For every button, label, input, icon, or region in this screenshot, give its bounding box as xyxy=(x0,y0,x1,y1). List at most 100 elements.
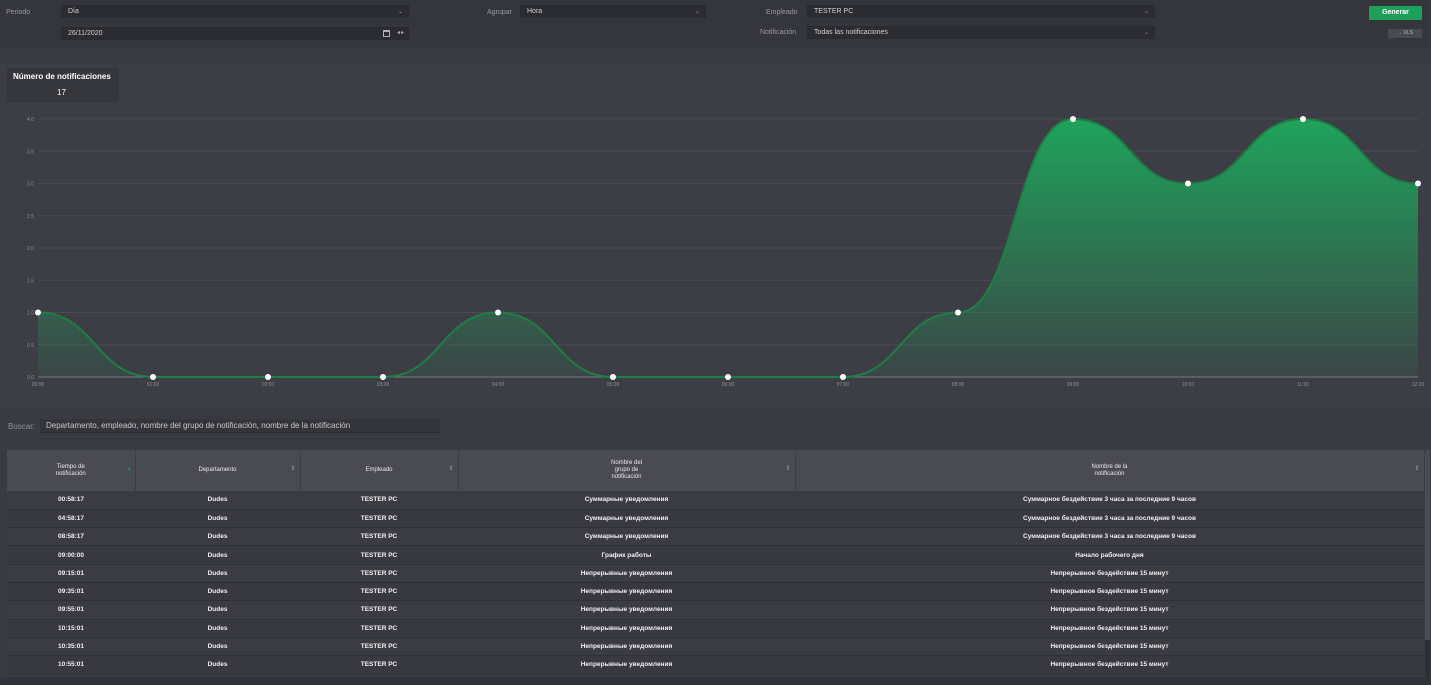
table-row[interactable]: 09:15:01 Dudes TESTER PC Непрерывные уведом… xyxy=(7,564,1424,583)
cell-notificacion: Суммарное бездействие 3 часа за последни… xyxy=(795,491,1424,510)
calendar-icon[interactable] xyxy=(383,30,390,37)
table-row[interactable]: 08:58:17 Dudes TESTER PC Суммарные уведомле… xyxy=(7,527,1424,547)
notificacion-select[interactable]: Todas las notificaciones ⌄ xyxy=(807,26,1155,39)
header-empleado[interactable]: Empleado ⇕ xyxy=(300,450,459,491)
cell-empleado: TESTER PC xyxy=(300,527,458,547)
data-point[interactable] xyxy=(840,374,846,380)
header-label: Nombre del grupo de notificación xyxy=(610,460,642,480)
cell-tiempo: 04:58:17 xyxy=(7,509,135,529)
cell-departamento: Dudes xyxy=(135,655,300,675)
cell-tiempo: 09:00:00 xyxy=(7,545,135,565)
chart-line xyxy=(37,117,1419,378)
header-departamento[interactable]: Departamento ⇕ xyxy=(135,450,301,491)
cell-grupo: Суммарные уведомления xyxy=(458,491,795,510)
table-row[interactable]: 09:00:00 Dudes TESTER PC График работы Начал… xyxy=(7,545,1424,565)
data-point[interactable] xyxy=(380,374,386,380)
periodo-value: Día xyxy=(68,8,79,15)
table-row[interactable]: 09:55:01 Dudes TESTER PC Непрерывные уведом… xyxy=(7,600,1424,620)
cell-notificacion: Непрерывное бездействие 15 минут xyxy=(795,600,1424,620)
sort-icon[interactable]: ⇕ xyxy=(290,466,296,472)
cell-notificacion: Непрерывное бездействие 15 минут xyxy=(795,619,1424,638)
cell-departamento: Dudes xyxy=(135,545,300,565)
cell-grupo: Непрерывные уведомления xyxy=(458,637,795,657)
table-row[interactable]: 04:58:17 Dudes TESTER PC Суммарные уведомле… xyxy=(7,509,1424,529)
cell-empleado: TESTER PC xyxy=(300,637,458,657)
date-nav-arrows-icon[interactable]: ◂▸ xyxy=(396,30,405,36)
data-point[interactable] xyxy=(1070,116,1076,122)
header-notificacion[interactable]: Nombre de la notificación ⇕ xyxy=(795,450,1425,491)
data-point[interactable] xyxy=(495,309,501,316)
cell-grupo: График работы xyxy=(458,545,795,565)
x-tick-label: 06:00 xyxy=(722,382,735,388)
data-point[interactable] xyxy=(1185,180,1191,187)
empleado-select[interactable]: TESTER PC ⌄ xyxy=(807,5,1155,18)
table-row[interactable]: 09:35:01 Dudes TESTER PC Непрерывные уведом… xyxy=(7,582,1424,602)
cell-empleado: TESTER PC xyxy=(300,655,458,675)
cell-departamento: Dudes xyxy=(135,564,300,583)
header-label: Tiempo de notificación xyxy=(55,463,86,477)
header-tiempo[interactable]: Tiempo de notificación ▴ xyxy=(7,450,136,491)
table-row[interactable]: 10:35:01 Dudes TESTER PC Непрерывные уведом… xyxy=(7,637,1424,657)
search-input[interactable] xyxy=(40,419,440,433)
cell-departamento: Dudes xyxy=(135,509,300,529)
cell-departamento: Dudes xyxy=(135,582,300,602)
table-row[interactable]: 10:55:01 Dudes TESTER PC Непрерывные уведом… xyxy=(7,655,1424,675)
cell-tiempo: 09:15:01 xyxy=(7,564,135,583)
data-point[interactable] xyxy=(955,309,961,316)
header-label: Departamento xyxy=(198,467,237,473)
sort-icon[interactable]: ⇕ xyxy=(448,466,454,472)
header-grupo[interactable]: Nombre del grupo de notificación ⇕ xyxy=(458,450,796,491)
data-point[interactable] xyxy=(610,374,616,380)
x-tick-label: 11:00 xyxy=(1297,382,1309,388)
data-point[interactable] xyxy=(150,374,156,380)
search-label: Buscar: xyxy=(8,422,36,431)
chevron-down-icon: ⌄ xyxy=(694,9,700,15)
generar-button[interactable]: Generar xyxy=(1369,6,1422,20)
cell-empleado: TESTER PC xyxy=(300,491,458,510)
chevron-down-icon: ⌄ xyxy=(1143,30,1149,36)
data-point[interactable] xyxy=(1300,116,1306,122)
data-point[interactable] xyxy=(265,374,271,380)
y-tick-label: 0.5 xyxy=(27,343,34,349)
cell-tiempo: 10:35:01 xyxy=(7,637,135,657)
scrollbar-track[interactable] xyxy=(1425,640,1430,685)
sort-icon[interactable]: ⇕ xyxy=(785,466,791,472)
x-tick-label: 02:00 xyxy=(262,382,275,388)
date-input[interactable]: 26/11/2020 ◂▸ xyxy=(61,27,409,40)
table-scrollbar[interactable] xyxy=(1425,450,1430,640)
agrupar-select[interactable]: Hora ⌄ xyxy=(520,5,706,18)
bottom-strip xyxy=(0,677,1431,685)
x-tick-label: 09:00 xyxy=(1067,382,1080,388)
cell-departamento: Dudes xyxy=(135,491,300,510)
data-point[interactable] xyxy=(1415,180,1421,187)
y-tick-label: 0.0 xyxy=(27,375,34,381)
chart-area xyxy=(38,119,1418,377)
cell-empleado: TESTER PC xyxy=(300,509,458,529)
periodo-select[interactable]: Día ⌄ xyxy=(61,5,409,18)
cell-notificacion: Непрерывное бездействие 15 минут xyxy=(795,582,1424,602)
export-xls-button[interactable]: → XLS xyxy=(1388,29,1422,38)
cell-departamento: Dudes xyxy=(135,619,300,638)
sort-icon[interactable]: ⇕ xyxy=(1414,466,1420,472)
cell-grupo: Непрерывные уведомления xyxy=(458,564,795,583)
cell-tiempo: 09:35:01 xyxy=(7,582,135,602)
empleado-label: Empleado xyxy=(766,9,798,16)
cell-departamento: Dudes xyxy=(135,637,300,657)
y-tick-label: 2.5 xyxy=(27,214,34,220)
cell-notificacion: Непрерывное бездействие 15 минут xyxy=(795,637,1424,657)
count-title: Número de notificaciones xyxy=(13,72,111,81)
cell-notificacion: Суммарное бездействие 3 часа за последни… xyxy=(795,509,1424,529)
notification-count-card: Número de notificaciones 17 xyxy=(7,68,119,102)
table-row[interactable]: 10:15:01 Dudes TESTER PC Непрерывные уведом… xyxy=(7,619,1424,638)
agrupar-label: Agrupar xyxy=(487,9,512,16)
sort-asc-icon[interactable]: ▴ xyxy=(127,466,131,472)
data-point[interactable] xyxy=(35,309,41,316)
y-tick-label: 4.0 xyxy=(27,117,34,123)
cell-empleado: TESTER PC xyxy=(300,582,458,602)
periodo-label: Periodo xyxy=(6,9,31,16)
table-row[interactable]: 00:58:17 Dudes TESTER PC Суммарные уведомле… xyxy=(7,491,1424,510)
notificacion-value: Todas las notificaciones xyxy=(814,29,888,36)
cell-tiempo: 08:58:17 xyxy=(7,527,135,547)
cell-notificacion: Начало рабочего дня xyxy=(795,545,1424,565)
data-point[interactable] xyxy=(725,374,731,380)
